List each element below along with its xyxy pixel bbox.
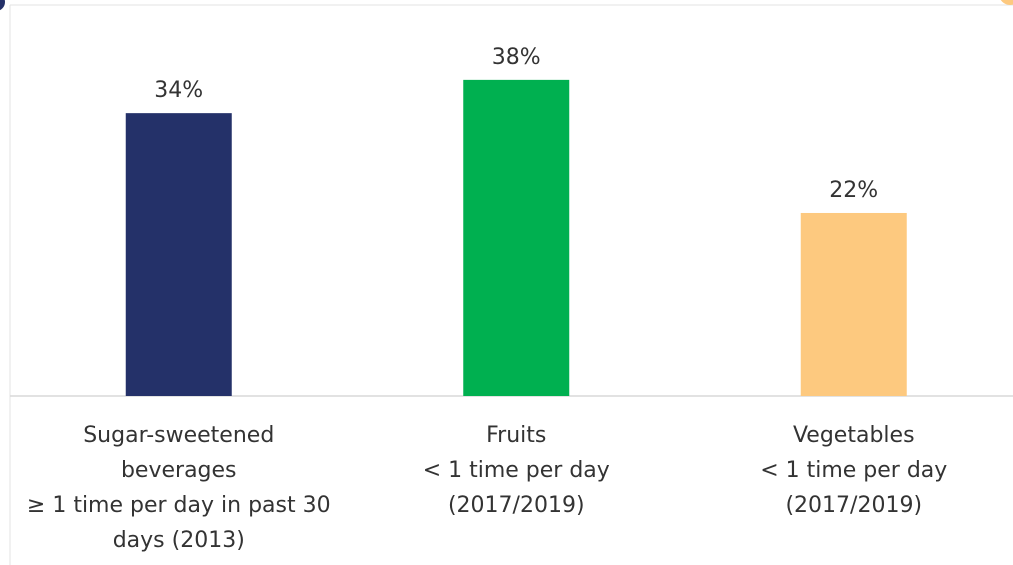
- bar: [800, 212, 907, 396]
- x-tick-label: beverages: [121, 458, 237, 483]
- data-label: 38%: [492, 45, 541, 70]
- data-label: 34%: [154, 78, 203, 103]
- x-tick-label: ≥ 1 time per day in past 30: [27, 493, 331, 518]
- x-tick-label: Sugar-sweetened: [83, 423, 274, 448]
- corner-decoration: [0, 0, 5, 11]
- bar: [463, 79, 570, 396]
- x-tick-label: < 1 time per day: [760, 458, 947, 483]
- bar: [125, 113, 232, 397]
- corner-decoration: [1000, 0, 1013, 5]
- x-tick-label: days (2013): [113, 528, 245, 553]
- x-tick-label: (2017/2019): [448, 493, 585, 518]
- x-tick-label: (2017/2019): [785, 493, 922, 518]
- x-tick-label: Fruits: [486, 423, 546, 448]
- data-label: 22%: [829, 178, 878, 203]
- x-tick-label: < 1 time per day: [423, 458, 610, 483]
- x-tick-label: Vegetables: [793, 423, 915, 448]
